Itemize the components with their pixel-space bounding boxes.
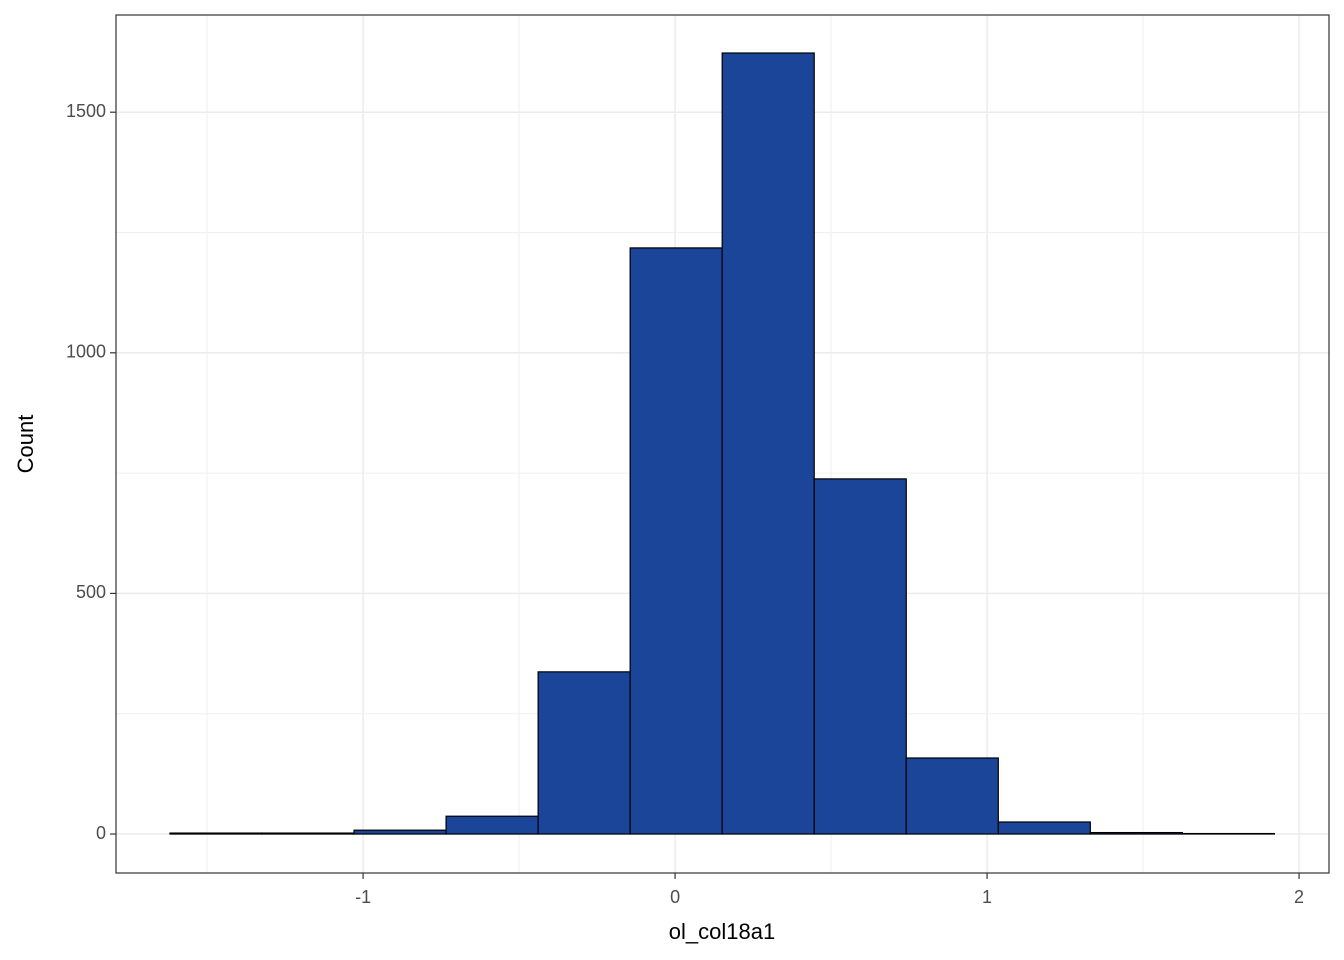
bar (1089, 831, 1183, 835)
x-tick-label: -1 (355, 887, 371, 907)
y-axis-title: Count (13, 415, 38, 474)
y-tick-label: 1000 (66, 342, 106, 362)
bar (629, 247, 723, 835)
y-tick-label: 1500 (66, 101, 106, 121)
bar (813, 478, 907, 835)
x-tick-label: 0 (670, 887, 680, 907)
y-tick-label: 500 (76, 582, 106, 602)
bar (261, 832, 355, 835)
panel-border (115, 14, 1330, 874)
x-axis-title: ol_col18a1 (669, 919, 775, 944)
x-tick-label: 1 (982, 887, 992, 907)
bar (905, 757, 999, 835)
y-tick-label: 0 (96, 823, 106, 843)
bar (721, 52, 815, 835)
bar (997, 821, 1091, 835)
x-tick-label: 2 (1294, 887, 1304, 907)
bar (445, 815, 539, 835)
bar (169, 832, 263, 835)
bar (537, 671, 631, 835)
bar (353, 829, 447, 835)
